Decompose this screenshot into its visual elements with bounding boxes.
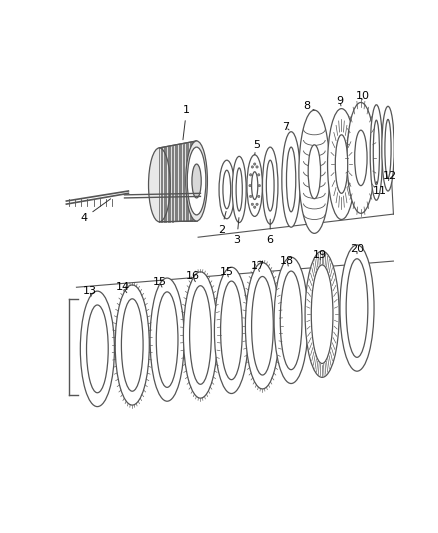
Ellipse shape	[328, 109, 356, 220]
Ellipse shape	[308, 145, 321, 199]
Text: 19: 19	[313, 250, 327, 260]
Ellipse shape	[80, 291, 114, 407]
Ellipse shape	[251, 172, 258, 199]
Ellipse shape	[382, 106, 394, 191]
Text: 12: 12	[382, 171, 397, 181]
Ellipse shape	[186, 141, 208, 221]
Text: 15: 15	[220, 267, 234, 277]
Text: 3: 3	[233, 217, 240, 245]
Ellipse shape	[256, 203, 258, 205]
Ellipse shape	[190, 286, 211, 384]
Ellipse shape	[247, 155, 262, 216]
Ellipse shape	[262, 147, 278, 224]
Ellipse shape	[274, 257, 308, 384]
Ellipse shape	[373, 120, 379, 185]
Ellipse shape	[250, 195, 252, 198]
Ellipse shape	[346, 259, 368, 357]
Text: 17: 17	[251, 262, 265, 271]
Text: 11: 11	[373, 182, 387, 196]
Ellipse shape	[256, 166, 258, 168]
Ellipse shape	[266, 160, 274, 211]
Ellipse shape	[299, 110, 330, 233]
Text: 4: 4	[81, 199, 111, 223]
Ellipse shape	[305, 251, 339, 377]
Ellipse shape	[148, 148, 170, 222]
Text: 16: 16	[186, 271, 200, 282]
Ellipse shape	[214, 267, 248, 393]
Ellipse shape	[258, 184, 261, 187]
Polygon shape	[159, 141, 197, 222]
Ellipse shape	[245, 263, 279, 389]
Ellipse shape	[121, 299, 143, 391]
Text: 13: 13	[83, 286, 97, 296]
Ellipse shape	[258, 174, 260, 176]
Ellipse shape	[219, 160, 235, 219]
Text: 15: 15	[152, 277, 166, 287]
Ellipse shape	[336, 135, 348, 193]
Ellipse shape	[249, 184, 251, 187]
Ellipse shape	[254, 163, 256, 165]
Text: 7: 7	[282, 122, 289, 132]
Ellipse shape	[223, 170, 231, 209]
Ellipse shape	[385, 119, 391, 178]
Ellipse shape	[254, 206, 256, 208]
Ellipse shape	[236, 168, 242, 211]
Ellipse shape	[87, 305, 108, 393]
Ellipse shape	[311, 265, 333, 364]
Ellipse shape	[150, 278, 184, 401]
Ellipse shape	[184, 272, 218, 398]
Ellipse shape	[280, 271, 302, 370]
Ellipse shape	[282, 132, 300, 227]
Ellipse shape	[232, 156, 246, 223]
Ellipse shape	[250, 174, 252, 176]
Ellipse shape	[115, 285, 149, 405]
Text: 10: 10	[356, 91, 370, 101]
Ellipse shape	[192, 164, 201, 198]
Text: 5: 5	[253, 140, 260, 155]
Ellipse shape	[251, 166, 254, 168]
Text: 14: 14	[116, 282, 130, 293]
Ellipse shape	[258, 195, 260, 198]
Text: 20: 20	[350, 244, 364, 254]
Ellipse shape	[370, 105, 382, 200]
Text: 8: 8	[303, 101, 314, 111]
Ellipse shape	[221, 281, 242, 379]
Ellipse shape	[251, 203, 254, 205]
Text: 2: 2	[218, 212, 226, 235]
Text: 1: 1	[183, 105, 190, 140]
Ellipse shape	[251, 277, 273, 375]
Ellipse shape	[355, 130, 367, 185]
Ellipse shape	[286, 147, 296, 212]
Ellipse shape	[187, 147, 206, 215]
Text: 6: 6	[267, 219, 274, 245]
Text: 18: 18	[280, 256, 294, 266]
Text: 9: 9	[336, 96, 343, 106]
Ellipse shape	[156, 292, 178, 387]
Ellipse shape	[347, 102, 375, 213]
Ellipse shape	[340, 245, 374, 371]
